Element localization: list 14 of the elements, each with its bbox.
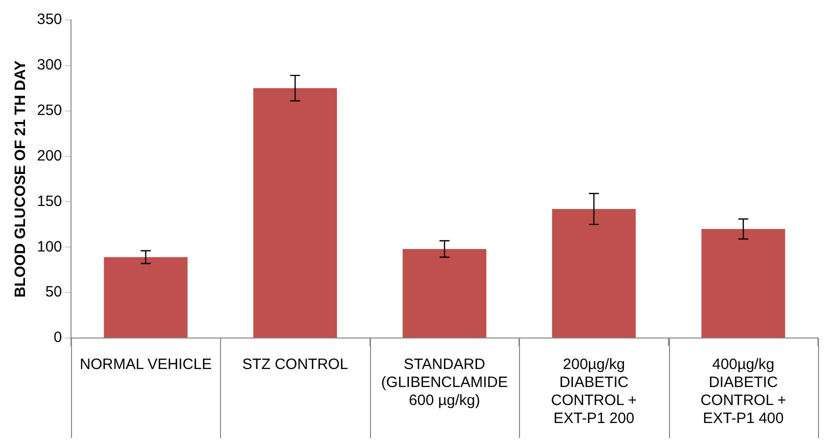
x-tick-label: 200µg/kg DIABETIC CONTROL + EXT-P1 200 xyxy=(551,356,637,428)
y-tick-label: 250 xyxy=(36,102,62,119)
x-tick-label: NORMAL VEHICLE xyxy=(80,356,212,374)
y-tick-label: 300 xyxy=(36,56,62,74)
y-tick-label: 50 xyxy=(45,284,62,301)
y-tick-label: 150 xyxy=(36,192,62,210)
y-axis-title: BLOOD GLUCOSE OF 21 TH DAY xyxy=(12,60,30,298)
y-tick-label: 100 xyxy=(36,238,62,256)
y-tick-label: 0 xyxy=(54,329,62,346)
x-tick-label: STANDARD (GLIBENCLAMIDE 600 µg/kg) xyxy=(381,356,508,410)
x-tick-label: 400µg/kg DIABETIC CONTROL + EXT-P1 400 xyxy=(700,356,786,428)
x-tick-label: STZ CONTROL xyxy=(242,356,348,374)
y-tick-label: 200 xyxy=(36,147,62,164)
y-tick-label: 350 xyxy=(36,11,62,28)
